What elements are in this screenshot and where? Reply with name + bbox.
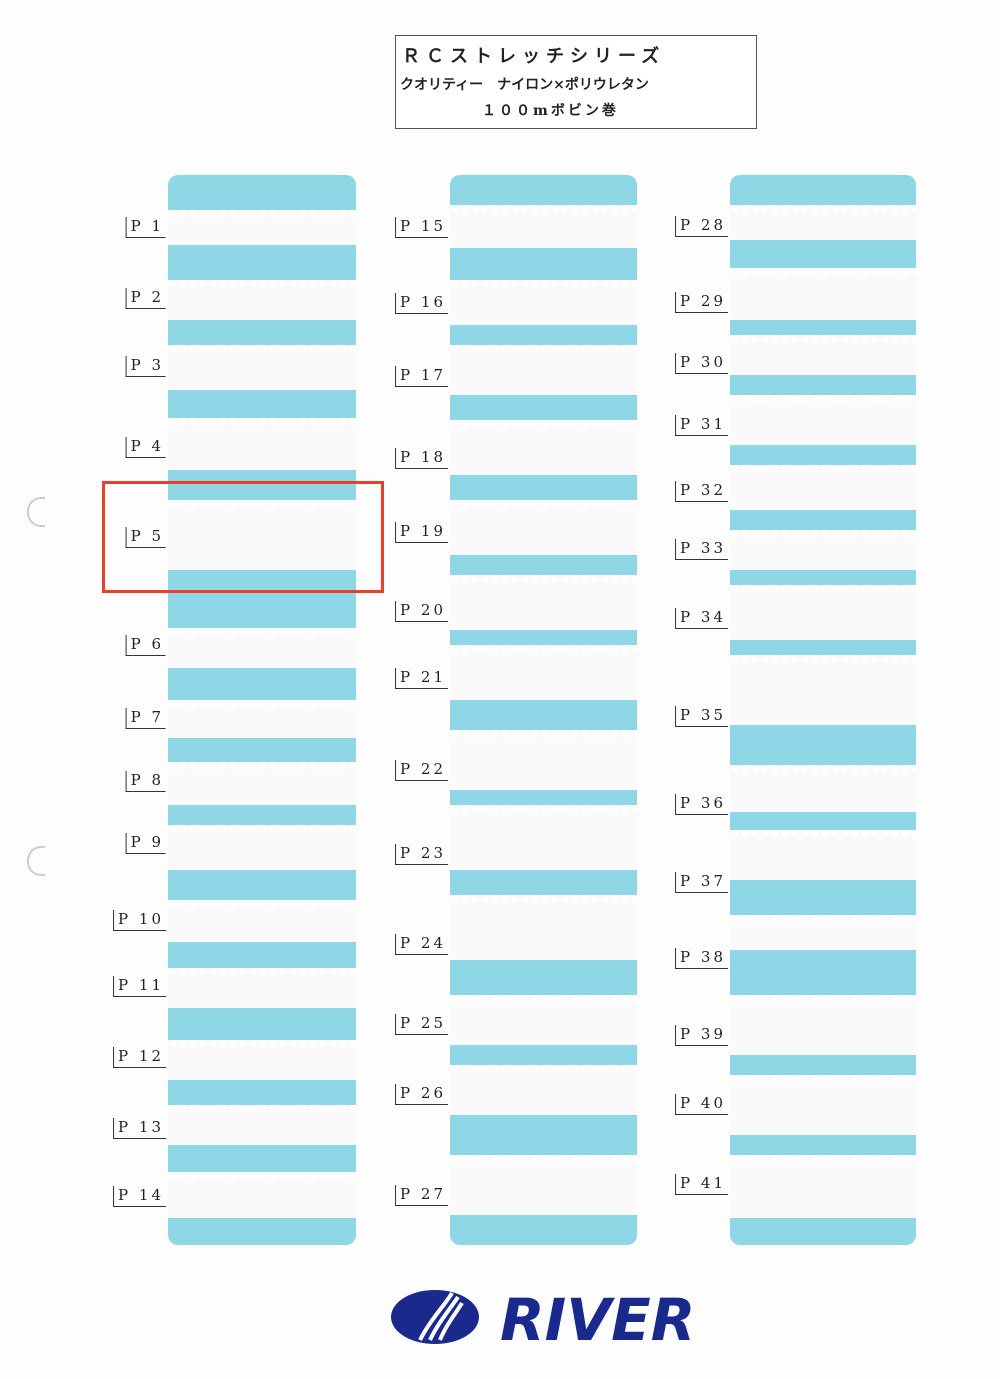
sample-label: P 30	[675, 353, 728, 374]
sample-label: P 3	[125, 356, 166, 377]
sample-card	[450, 175, 637, 1245]
sample-label: P 2	[125, 288, 166, 309]
sample-label: P 23	[395, 844, 448, 865]
sample-label: P 38	[675, 948, 728, 969]
lace-strip	[168, 968, 356, 1008]
lace-strip	[730, 1075, 916, 1135]
sample-label: P 16	[395, 293, 448, 314]
lace-strip	[168, 1105, 356, 1145]
lace-strip	[450, 895, 637, 960]
sample-label: P 26	[395, 1084, 448, 1105]
sample-label: P 10	[113, 910, 166, 931]
header-line: １００mボビン巻	[482, 103, 619, 119]
sample-label: P 4	[125, 437, 166, 458]
header-line: クオリティー ナイロン×ポリウレタン	[400, 77, 649, 93]
lace-strip	[730, 205, 916, 240]
sample-label: P 41	[675, 1174, 728, 1195]
sample-label: P 21	[395, 668, 448, 689]
lace-strip	[168, 280, 356, 320]
sample-label: P 27	[395, 1185, 448, 1206]
lace-strip	[450, 730, 637, 790]
sample-card	[168, 175, 356, 1245]
lace-strip	[450, 345, 637, 395]
lace-strip	[730, 830, 916, 880]
sample-label: P 5	[125, 527, 166, 548]
header-box: ＲＣストレッチシリーズ クオリティー ナイロン×ポリウレタン １００mボビン巻	[395, 35, 757, 129]
binder-hole	[27, 497, 45, 527]
sample-label: P 9	[125, 833, 166, 854]
lace-strip	[168, 762, 356, 805]
lace-strip	[730, 1155, 916, 1218]
lace-strip	[168, 900, 356, 942]
lace-strip	[730, 915, 916, 950]
sample-label: P 29	[675, 292, 728, 313]
lace-strip	[168, 1172, 356, 1218]
sample-label: P 37	[675, 872, 728, 893]
sample-label: P 22	[395, 760, 448, 781]
lace-strip	[168, 825, 356, 870]
lace-strip	[730, 995, 916, 1055]
sample-label: P 14	[113, 1186, 166, 1207]
lace-strip	[168, 345, 356, 390]
lace-strip	[730, 395, 916, 445]
lace-strip	[168, 210, 356, 245]
sample-label: P 18	[395, 448, 448, 469]
lace-strip	[168, 418, 356, 470]
sample-label: P 7	[125, 708, 166, 729]
lace-strip	[450, 645, 637, 700]
sample-label: P 13	[113, 1118, 166, 1139]
lace-strip	[730, 585, 916, 640]
sample-label: P 8	[125, 771, 166, 792]
sample-label: P 36	[675, 794, 728, 815]
sample-label: P 20	[395, 601, 448, 622]
sample-label: P 39	[675, 1025, 728, 1046]
lace-strip	[168, 500, 356, 570]
sample-card	[730, 175, 916, 1245]
highlight-box	[102, 481, 384, 593]
lace-strip	[450, 575, 637, 630]
sample-label: P 1	[125, 217, 166, 238]
lace-strip	[450, 1065, 637, 1115]
lace-strip	[450, 500, 637, 555]
lace-strip	[730, 530, 916, 570]
sample-label: P 11	[113, 976, 166, 997]
sample-label: P 6	[125, 635, 166, 656]
sample-label: P 32	[675, 481, 728, 502]
sample-label: P 24	[395, 934, 448, 955]
sample-label: P 31	[675, 415, 728, 436]
sample-label: P 12	[113, 1047, 166, 1068]
lace-strip	[730, 465, 916, 510]
sample-label: P 34	[675, 608, 728, 629]
lace-strip	[168, 700, 356, 738]
lace-strip	[450, 805, 637, 870]
logo-text: RIVER	[500, 1286, 695, 1354]
lace-strip	[730, 268, 916, 320]
lace-strip	[168, 628, 356, 668]
lace-strip	[450, 995, 637, 1045]
lace-strip	[450, 205, 637, 248]
header-title: ＲＣストレッチシリーズ	[402, 46, 666, 67]
lace-strip	[168, 1040, 356, 1080]
logo: RIVER	[391, 1286, 695, 1354]
lace-strip	[450, 280, 637, 325]
sample-label: P 33	[675, 539, 728, 560]
lace-strip	[730, 655, 916, 725]
lace-strip	[730, 335, 916, 375]
lace-strip	[450, 1155, 637, 1215]
sample-label: P 17	[395, 366, 448, 387]
lace-strip	[450, 420, 637, 475]
sample-label: P 19	[395, 522, 448, 543]
sample-label: P 25	[395, 1014, 448, 1035]
lace-strip	[730, 765, 916, 812]
sample-label: P 35	[675, 706, 728, 727]
sample-label: P 15	[395, 217, 448, 238]
binder-hole	[27, 846, 45, 876]
sample-label: P 40	[675, 1094, 728, 1115]
sample-label: P 28	[675, 216, 728, 237]
